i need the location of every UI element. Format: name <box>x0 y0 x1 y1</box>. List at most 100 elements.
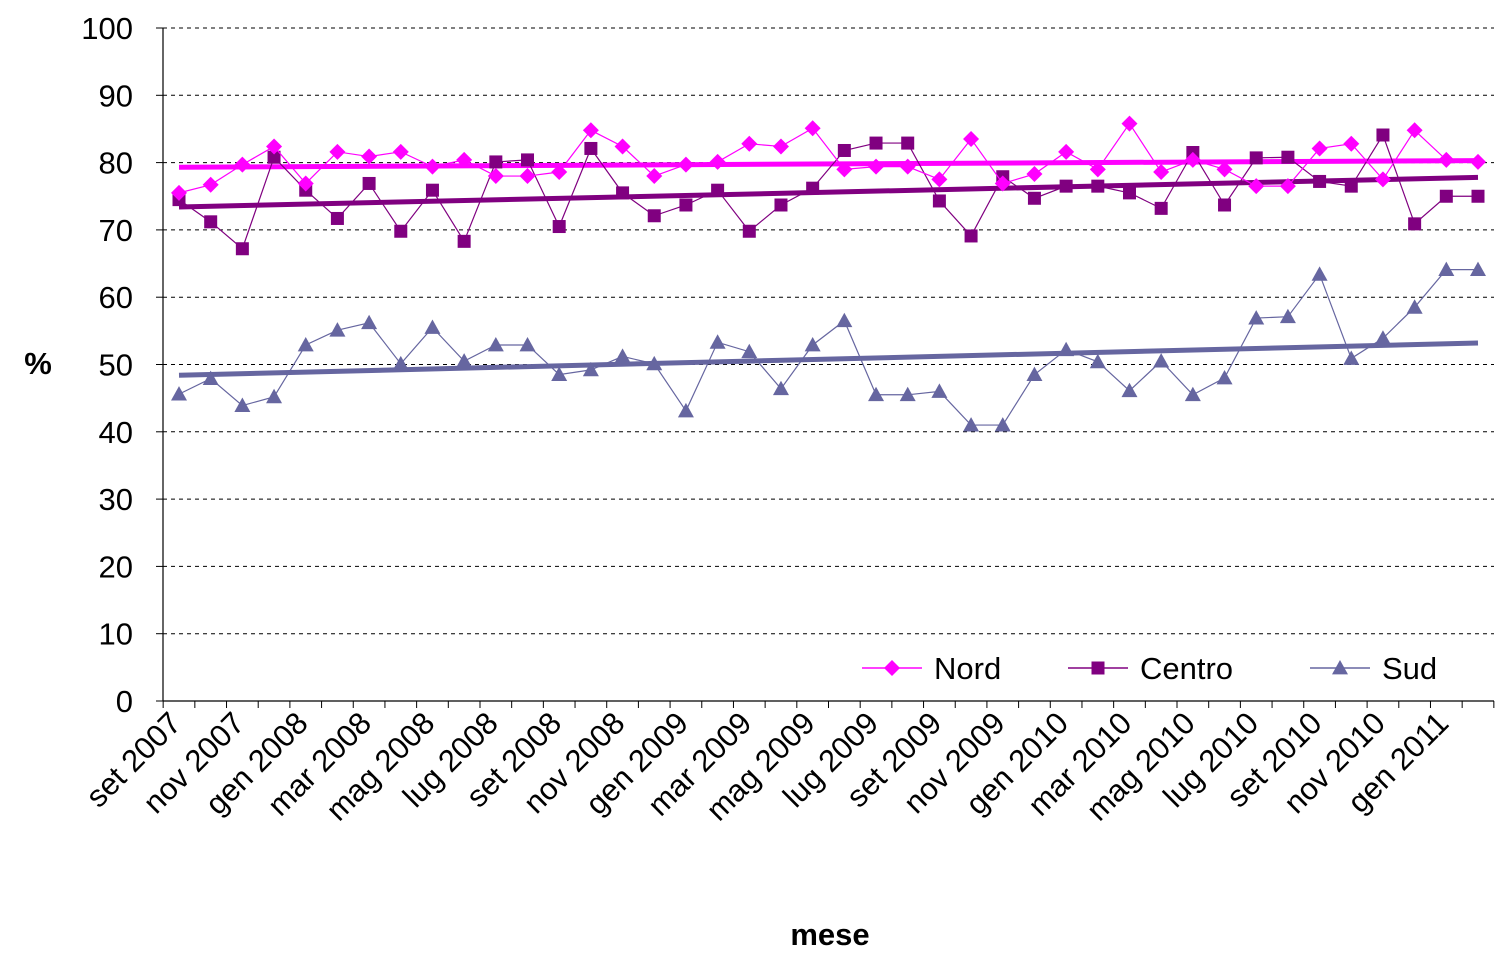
legend-label: Sud <box>1382 651 1437 686</box>
y-tick-label: 30 <box>99 482 133 517</box>
data-point-nord <box>1089 161 1106 178</box>
data-point-nord <box>741 135 758 152</box>
data-point-centro <box>425 183 439 197</box>
legend-marker <box>884 660 900 676</box>
data-point-sud <box>361 314 378 330</box>
data-point-centro <box>1122 186 1136 200</box>
data-point-sud <box>519 336 536 352</box>
data-point-centro <box>1313 174 1327 188</box>
data-point-nord <box>899 158 916 175</box>
data-point-centro <box>964 229 978 243</box>
data-point-nord <box>646 168 663 185</box>
data-point-centro <box>1249 151 1263 165</box>
y-tick-label: 0 <box>116 684 133 719</box>
data-point-nord <box>868 158 885 175</box>
data-point-sud <box>772 380 789 396</box>
data-point-sud <box>392 355 409 371</box>
data-point-centro <box>742 224 756 238</box>
data-point-centro <box>552 220 566 234</box>
y-tick-label: 80 <box>99 146 133 181</box>
data-point-nord <box>456 151 473 168</box>
data-point-centro <box>235 242 249 256</box>
data-point-centro <box>1027 191 1041 205</box>
data-point-nord <box>171 184 187 201</box>
data-point-sud <box>1470 261 1486 277</box>
trendline-centro <box>178 174 1479 210</box>
trendlines <box>178 158 1479 378</box>
data-point-centro <box>489 155 503 169</box>
series-nord <box>171 115 1486 201</box>
data-point-sud <box>487 336 504 352</box>
data-point-nord <box>1153 164 1170 181</box>
data-point-centro <box>774 198 788 212</box>
legend-marker <box>1332 660 1348 675</box>
data-point-sud <box>1438 261 1455 277</box>
data-point-centro <box>394 224 408 238</box>
data-point-sud <box>1374 330 1391 345</box>
data-point-sud <box>677 402 694 418</box>
data-point-nord <box>772 138 789 155</box>
data-point-centro <box>711 183 725 197</box>
data-point-sud <box>931 383 948 398</box>
data-point-sud <box>551 366 568 381</box>
data-point-sud <box>1153 353 1170 368</box>
trendline-sud <box>178 340 1479 378</box>
data-point-sud <box>899 386 916 402</box>
data-point-nord <box>1184 151 1201 168</box>
data-point-centro <box>330 211 344 225</box>
data-point-nord <box>551 164 568 181</box>
data-point-nord <box>709 153 726 170</box>
data-point-centro <box>932 194 946 208</box>
data-point-sud <box>1026 366 1043 381</box>
data-point-centro <box>679 198 693 212</box>
data-point-centro <box>1059 179 1073 193</box>
data-point-centro <box>1376 128 1390 142</box>
data-point-centro <box>901 136 915 150</box>
legend-item-nord: Nord <box>862 651 1001 686</box>
data-point-nord <box>266 138 283 155</box>
data-point-sud <box>582 361 599 377</box>
data-point-centro <box>1344 179 1358 193</box>
data-point-sud <box>1121 382 1138 398</box>
data-point-sud <box>1311 266 1328 281</box>
data-point-sud <box>741 343 758 359</box>
legend: Nord Centro Sud <box>862 651 1437 686</box>
data-point-centro <box>457 234 471 248</box>
data-point-nord <box>392 143 409 160</box>
data-point-sud <box>1184 386 1201 402</box>
data-point-centro <box>806 181 820 195</box>
y-tick-label: 90 <box>99 78 133 113</box>
data-point-nord <box>836 161 853 178</box>
data-point-sud <box>1248 310 1265 325</box>
y-axis-title: % <box>24 346 52 381</box>
data-point-centro <box>837 143 851 157</box>
data-point-centro <box>616 186 630 200</box>
data-point-centro <box>1091 179 1105 193</box>
data-point-nord <box>1343 135 1360 152</box>
data-point-centro <box>362 176 376 190</box>
data-point-sud <box>1216 369 1233 385</box>
legend-marker <box>1091 661 1105 675</box>
data-point-sud <box>614 348 631 363</box>
series-sud <box>171 261 1486 432</box>
data-point-centro <box>584 141 598 155</box>
data-point-centro <box>647 209 661 223</box>
data-point-nord <box>202 176 219 193</box>
y-tick-label: 70 <box>99 213 133 248</box>
y-tick-labels: 0 10 20 30 40 50 60 70 80 90 100 <box>81 11 133 719</box>
series-centro <box>172 128 1485 256</box>
data-point-nord <box>963 131 980 148</box>
data-point-nord <box>1406 122 1423 139</box>
data-point-sud <box>202 370 219 386</box>
data-point-centro <box>1439 189 1453 203</box>
data-point-nord <box>234 156 251 173</box>
data-point-nord <box>614 138 631 155</box>
data-point-centro <box>1408 217 1422 231</box>
data-point-sud <box>868 386 885 402</box>
data-point-nord <box>1248 178 1265 195</box>
data-point-sud <box>424 319 441 334</box>
data-point-nord <box>931 171 948 188</box>
